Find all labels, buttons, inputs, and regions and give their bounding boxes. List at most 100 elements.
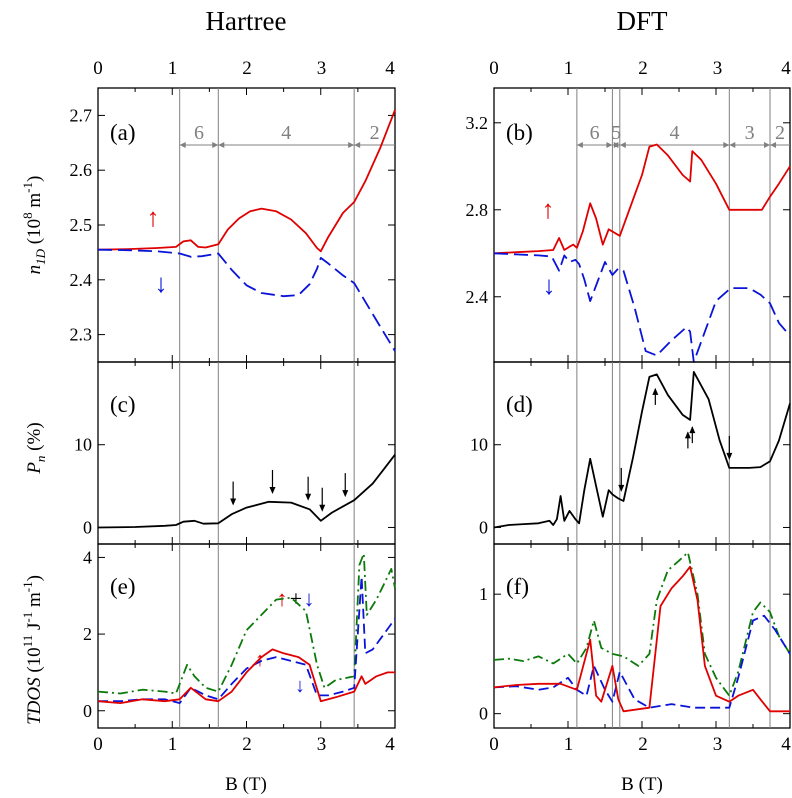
panel-d: 0 10 bbox=[470, 361, 791, 545]
panel-label-f: (f) bbox=[506, 574, 529, 599]
xtick-label: 4 bbox=[385, 58, 395, 79]
region-arrowhead bbox=[770, 142, 777, 148]
xtick-label: 0 bbox=[489, 58, 499, 79]
region-arrowhead bbox=[354, 142, 361, 148]
region-label: 4 bbox=[670, 122, 680, 144]
series-spin_up bbox=[97, 109, 396, 253]
region-arrowhead bbox=[729, 142, 736, 148]
panel-c: 0 10 bbox=[74, 361, 396, 545]
ytick-label: 3.2 bbox=[466, 113, 489, 133]
series-pol bbox=[97, 454, 396, 529]
ytick-label: 10 bbox=[74, 435, 92, 455]
xlabel-right: B (T) bbox=[621, 774, 663, 795]
xtick-label: 2 bbox=[242, 734, 252, 755]
xtick-label: 2 bbox=[638, 734, 648, 755]
xtick-label: 2 bbox=[242, 58, 252, 79]
ytick-label: 2.4 bbox=[466, 287, 489, 307]
column-title-dft: DFT bbox=[616, 6, 668, 36]
spin-up-label-a: ↑ bbox=[147, 203, 160, 232]
ytick-label: 0 bbox=[83, 517, 92, 537]
region-arrowhead bbox=[613, 142, 620, 148]
panel-label-a: (a) bbox=[110, 120, 136, 145]
region-arrowhead bbox=[179, 142, 186, 148]
xtick-label: 2 bbox=[638, 58, 648, 79]
ylabel-n1d: n1D (108 m-1) bbox=[20, 176, 48, 275]
marker-arrowhead bbox=[230, 498, 237, 506]
ytick-label: 2 bbox=[83, 624, 92, 644]
top-xticks-right: 0 1 2 3 4 bbox=[489, 58, 791, 79]
panel-label-d: (d) bbox=[506, 392, 533, 417]
panel-b: 2.4 2.8 3.2 6 5 4 3 2 bbox=[466, 87, 791, 363]
ytick-label: 2.7 bbox=[70, 105, 93, 125]
xtick-label: 1 bbox=[168, 58, 178, 79]
spin-down-label-e: ↓ bbox=[304, 586, 315, 611]
ytick-label: 2.4 bbox=[70, 270, 93, 290]
ytick-label: 0 bbox=[479, 704, 488, 724]
plot-frame bbox=[97, 87, 396, 363]
region-label: 6 bbox=[194, 122, 204, 144]
xtick-label: 1 bbox=[168, 734, 178, 755]
region-arrowhead bbox=[723, 142, 730, 148]
xtick-label: 0 bbox=[489, 734, 499, 755]
marker-arrowhead bbox=[618, 484, 625, 492]
region-label: 2 bbox=[370, 122, 380, 144]
ytick-label: 2.8 bbox=[466, 200, 489, 220]
series-spin_down bbox=[493, 614, 791, 709]
xtick-label: 4 bbox=[781, 58, 791, 79]
spin-down-label-a: ↓ bbox=[155, 269, 168, 298]
marker-arrowhead bbox=[652, 387, 659, 395]
ytick-label: 10 bbox=[470, 435, 488, 455]
panel-f: 01 bbox=[479, 543, 791, 729]
spin-down-e: ↓ bbox=[295, 675, 305, 697]
xtick-label: 4 bbox=[781, 734, 791, 755]
region-arrowhead bbox=[764, 142, 771, 148]
region-label: 2 bbox=[775, 122, 785, 144]
xlabel-left: B (T) bbox=[225, 774, 267, 795]
region-arrowhead bbox=[606, 142, 613, 148]
ytick-label: 2.3 bbox=[70, 325, 93, 345]
series-spin_down bbox=[493, 252, 791, 363]
series-spin_up bbox=[97, 648, 395, 704]
series-pol bbox=[493, 371, 791, 529]
panel-label-e: (e) bbox=[110, 574, 136, 599]
spin-down-label-b: ↓ bbox=[543, 271, 556, 300]
marker-arrowhead bbox=[305, 493, 312, 501]
series-total bbox=[97, 552, 396, 695]
bottom-xticks-left: 0 1 2 3 4 bbox=[93, 734, 395, 755]
region-arrowhead bbox=[212, 142, 219, 148]
ytick-label: 1 bbox=[479, 584, 488, 604]
series-spin_up bbox=[493, 565, 790, 713]
ytick-label: 4 bbox=[83, 547, 92, 567]
region-arrowhead bbox=[218, 142, 225, 148]
plot-frame bbox=[493, 543, 791, 729]
xtick-label: 1 bbox=[564, 58, 574, 79]
marker-arrowhead bbox=[684, 431, 691, 439]
panel-a: 2.3 2.4 2.5 2.6 2.7 6 4 2 bbox=[70, 87, 396, 363]
marker-arrowhead bbox=[689, 426, 696, 434]
ytick-label: 2.5 bbox=[70, 215, 93, 235]
xtick-label: 3 bbox=[713, 734, 723, 755]
xtick-label: 1 bbox=[564, 734, 574, 755]
series-spin_down bbox=[97, 248, 396, 352]
region-label: 6 bbox=[590, 122, 600, 144]
plot-frame bbox=[97, 543, 396, 729]
xtick-label: 0 bbox=[93, 734, 103, 755]
series-spin_up bbox=[493, 143, 791, 255]
series-spin_down bbox=[98, 575, 396, 704]
region-arrowhead bbox=[348, 142, 355, 148]
spin-plus-label-e: + bbox=[290, 586, 302, 611]
marker-arrowhead bbox=[726, 452, 733, 460]
panel-label-c: (c) bbox=[110, 392, 136, 417]
svg-text:n1D (108 m-1): n1D (108 m-1) bbox=[20, 176, 48, 275]
panel-label-b: (b) bbox=[506, 120, 533, 145]
ylabel-pn: Pn (%) bbox=[24, 422, 48, 474]
xtick-label: 3 bbox=[713, 58, 723, 79]
xtick-label: 0 bbox=[93, 58, 103, 79]
ytick-label: 0 bbox=[479, 517, 488, 537]
marker-arrowhead bbox=[342, 490, 349, 498]
svg-text:TDOS (1011 J-1 m-1): TDOS (1011 J-1 m-1) bbox=[20, 575, 45, 725]
ylabel-tdos: TDOS (1011 J-1 m-1) bbox=[20, 575, 45, 725]
panel-e: 0 2 4 bbox=[83, 543, 396, 729]
plot-frame bbox=[97, 361, 396, 545]
marker-arrowhead bbox=[319, 504, 326, 512]
